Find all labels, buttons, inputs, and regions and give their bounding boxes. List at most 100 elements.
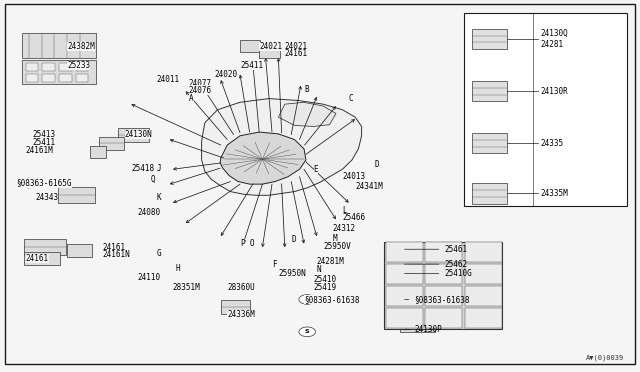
Text: F: F — [272, 260, 276, 269]
Bar — [386, 286, 423, 306]
Text: 25413: 25413 — [32, 130, 55, 139]
Text: O: O — [250, 239, 254, 248]
Text: D: D — [374, 160, 379, 169]
Polygon shape — [202, 99, 362, 195]
Polygon shape — [278, 102, 336, 126]
Text: 24161: 24161 — [285, 49, 308, 58]
Text: 25410G: 25410G — [445, 269, 472, 278]
Text: 24130Q
24281: 24130Q 24281 — [541, 29, 568, 49]
Text: C: C — [349, 94, 353, 103]
Text: N: N — [317, 265, 321, 274]
Bar — [99, 137, 124, 150]
Text: 25950N: 25950N — [278, 269, 306, 278]
Text: D: D — [291, 235, 296, 244]
Bar — [67, 244, 92, 257]
Bar — [42, 74, 55, 82]
Text: 24130P: 24130P — [415, 325, 442, 334]
Text: 24161M: 24161M — [26, 146, 53, 155]
Text: Q: Q — [150, 175, 155, 184]
Bar — [59, 74, 72, 82]
Text: M: M — [333, 234, 337, 243]
Text: 24076: 24076 — [189, 86, 212, 94]
Text: P: P — [240, 239, 244, 248]
Text: 24021: 24021 — [259, 42, 282, 51]
Bar — [118, 128, 149, 142]
Text: 24382M: 24382M — [67, 42, 95, 51]
Bar — [24, 252, 60, 265]
Bar — [59, 63, 72, 71]
Text: §08363-6165G: §08363-6165G — [16, 179, 72, 187]
Text: B: B — [304, 85, 308, 94]
Text: K: K — [157, 193, 161, 202]
Text: J: J — [157, 164, 161, 173]
Bar — [465, 264, 502, 284]
Text: S: S — [305, 297, 310, 302]
Bar — [221, 300, 250, 314]
Bar — [426, 286, 462, 306]
Text: 24281M: 24281M — [317, 257, 344, 266]
Bar — [22, 60, 96, 84]
Text: A▼(0)0039: A▼(0)0039 — [586, 355, 624, 361]
Text: L: L — [342, 206, 347, 215]
Text: 24335: 24335 — [541, 139, 564, 148]
Text: 25466: 25466 — [342, 213, 365, 222]
Text: 24130R: 24130R — [541, 87, 568, 96]
Bar — [472, 133, 507, 153]
Text: 24077: 24077 — [189, 79, 212, 88]
Text: 25233: 25233 — [67, 61, 90, 70]
Bar — [426, 308, 462, 328]
Bar — [58, 187, 95, 203]
Bar — [76, 74, 88, 82]
Bar — [465, 286, 502, 306]
Bar — [76, 63, 88, 71]
Bar — [384, 242, 502, 329]
Text: 28360U: 28360U — [227, 283, 255, 292]
Bar — [426, 242, 462, 262]
Text: §08363-61638: §08363-61638 — [304, 295, 360, 304]
Text: S: S — [26, 180, 31, 186]
Bar — [386, 242, 423, 262]
Text: 25419: 25419 — [314, 283, 337, 292]
Text: 24161: 24161 — [26, 254, 49, 263]
Text: 25410: 25410 — [314, 275, 337, 284]
Text: 24343: 24343 — [35, 193, 58, 202]
Text: S: S — [305, 329, 310, 334]
Bar — [26, 74, 38, 82]
Text: 28351M: 28351M — [173, 283, 200, 292]
Text: A: A — [189, 94, 193, 103]
Bar — [426, 264, 462, 284]
Text: 24341M: 24341M — [355, 182, 383, 191]
Text: 24161: 24161 — [102, 243, 125, 252]
Bar — [386, 308, 423, 328]
Text: 24336M: 24336M — [227, 310, 255, 319]
Text: H: H — [176, 264, 180, 273]
Text: 25411: 25411 — [240, 61, 263, 70]
Text: G: G — [157, 249, 161, 258]
Text: 24080: 24080 — [138, 208, 161, 217]
Bar — [22, 33, 96, 58]
Text: 24335M: 24335M — [541, 189, 568, 198]
Text: 24312: 24312 — [333, 224, 356, 233]
Bar — [26, 63, 38, 71]
Text: §08363-61638: §08363-61638 — [415, 295, 470, 304]
Text: 24130N: 24130N — [125, 130, 152, 139]
Text: 25462: 25462 — [445, 260, 468, 269]
Bar — [259, 46, 280, 58]
Text: 24011: 24011 — [157, 76, 180, 84]
Text: 24110: 24110 — [138, 273, 161, 282]
Bar — [42, 63, 55, 71]
Bar — [472, 81, 507, 101]
Bar — [472, 29, 507, 49]
Text: 24021: 24021 — [285, 42, 308, 51]
Text: E: E — [314, 165, 318, 174]
Text: 24020: 24020 — [214, 70, 237, 79]
Bar — [240, 40, 260, 52]
Text: 25950V: 25950V — [323, 242, 351, 251]
Bar — [472, 183, 507, 204]
Bar — [465, 308, 502, 328]
Text: 24161N: 24161N — [102, 250, 130, 259]
Circle shape — [20, 178, 37, 188]
Text: 25418: 25418 — [131, 164, 154, 173]
Text: 24013: 24013 — [342, 172, 365, 181]
Bar — [386, 264, 423, 284]
